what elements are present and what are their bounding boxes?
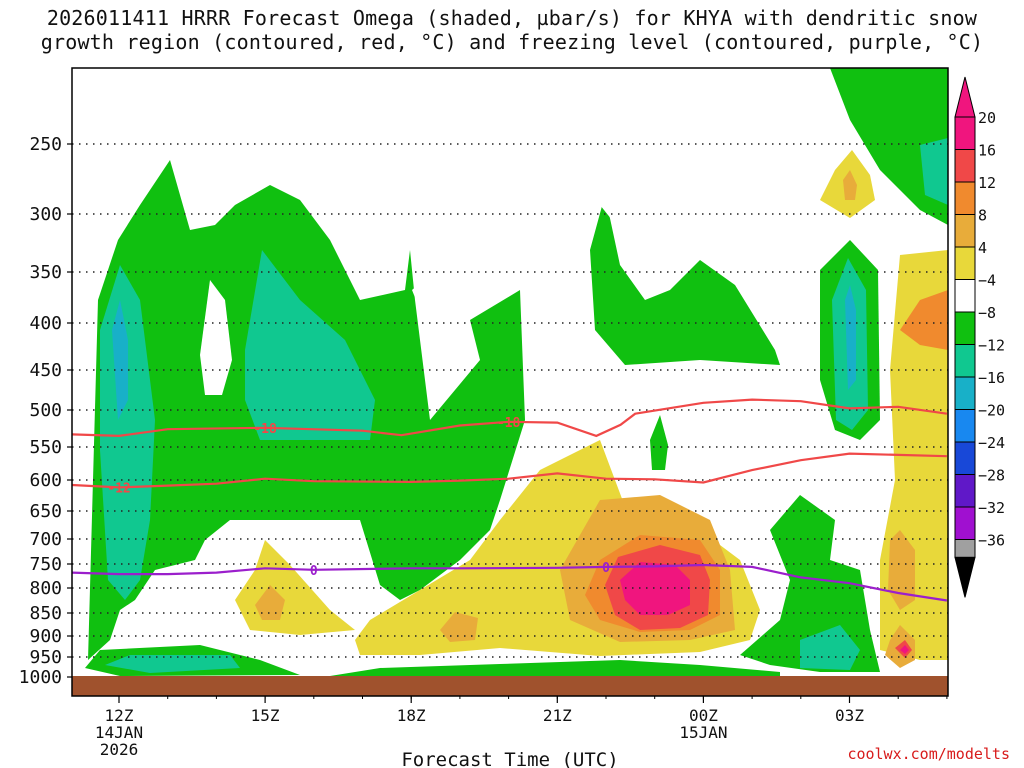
omega-region-left-yellow [235,540,355,635]
y-tick-label-550: 550 [29,437,62,458]
y-axis: 2503003504004505005506006507007508008509… [19,134,72,688]
colorbar-swatch-8 [954,376,976,410]
y-tick-label-650: 650 [29,501,62,522]
colorbar-label-8: −16 [978,369,1005,387]
colorbar-swatch-last [954,539,976,558]
y-tick-label-950: 950 [29,647,62,668]
colorbar-swatch-10 [954,441,976,475]
source-credit: coolwx.com/modelts [847,745,1010,763]
colorbar-swatch-3 [954,214,976,248]
x-tick-label-4-0: 00Z [689,706,718,725]
omega-shading [85,68,948,676]
contour-label-0-0: -18 [253,422,277,437]
y-tick-label-300: 300 [29,204,62,225]
title-line-2: growth region (contoured, red, °C) and f… [40,30,984,54]
colorbar-label-12: −32 [978,499,1005,517]
x-tick-label-0-0: 12Z [105,706,134,725]
y-tick-label-250: 250 [29,134,62,155]
chart-title: 2026011411 HRRR Forecast Omega (shaded, … [0,6,1024,54]
title-line-1: 2026011411 HRRR Forecast Omega (shaded, … [46,6,978,30]
y-tick-label-800: 800 [29,578,62,599]
colorbar-label-3: 8 [978,207,987,225]
colorbar-swatch-2 [954,181,976,215]
x-tick-label-3-0: 21Z [543,706,572,725]
omega-region-amber-small [440,612,478,642]
contour-label-1-0: -12 [107,481,130,496]
y-tick-label-850: 850 [29,603,62,624]
omega-region-hole-mid [412,240,495,330]
colorbar-label-10: −24 [978,434,1005,452]
colorbar-label-6: −8 [978,304,996,322]
temperature-contours: -18 -18 -12 0 0 [71,398,948,602]
omega-region-right-cyan [845,285,856,390]
colorbar-label-7: −12 [978,337,1005,355]
colorbar-label-11: −28 [978,467,1005,485]
contour-line-2 [71,563,948,602]
x-tick-label-0-2: 2026 [100,740,139,759]
ground-bar [72,676,948,696]
omega-region-near-ground-green-2 [330,660,780,676]
y-tick-label-500: 500 [29,400,62,421]
omega-region-topright-teal [920,138,948,205]
colorbar-swatch-7 [954,344,976,378]
omega-region-central-magenta [620,562,690,615]
colorbar-label-2: 12 [978,174,996,192]
contour-label-2-1: 0 [602,561,610,576]
colorbar-swatch-6 [954,311,976,345]
omega-region-right-magenta-dot [900,645,909,654]
y-tick-label-400: 400 [29,313,62,334]
omega-region-left-cyan [112,300,128,420]
colorbar-swatch-5 [954,279,976,313]
colorbar-top-arrow [954,76,976,118]
contour-label-0-1: -18 [497,416,521,431]
colorbar-label-1: 16 [978,142,996,160]
omega-region-right-orange [900,290,948,350]
x-axis-title: Forecast Time (UTC) [401,749,618,768]
contour-label-2-0: 0 [310,564,318,579]
omega-region-hole-upper-mid [570,68,760,230]
colorbar-swatch-1 [954,149,976,183]
x-tick-label-5-0: 03Z [835,706,864,725]
colorbar-swatch-9 [954,409,976,443]
colorbar-swatch-11 [954,474,976,508]
omega-region-mid-teal-core [245,250,375,440]
y-tick-label-350: 350 [29,262,62,283]
omega-region-upper-right-green [830,68,948,225]
x-tick-label-4-1: 15JAN [679,723,727,742]
y-tick-label-750: 750 [29,554,62,575]
colorbar: 20 16 12 8 4 −4 −8 −12 −16 −20 −24 −28 −32 −36 [954,76,1005,598]
omega-region-left-amber [255,585,285,620]
contour-line-1 [71,452,947,489]
y-tick-label-700: 700 [29,529,62,550]
plot-frame [71,67,949,697]
colorbar-label-13: −36 [978,532,1005,550]
colorbar-label-5: −4 [978,272,996,290]
omega-region-right-amber-2 [888,530,915,610]
colorbar-bottom-arrow [954,556,976,598]
y-tick-label-900: 900 [29,626,62,647]
y-tick-label-1000: 1000 [19,667,62,688]
omega-region-upper-green-mid [590,195,780,365]
omega-region-hole-left [200,280,232,395]
omega-region-top-amber [843,170,857,200]
colorbar-label-0: 20 [978,109,996,127]
colorbar-swatch-4 [954,246,976,280]
colorbar-swatch-0 [954,116,976,150]
omega-region-ground-teal [105,655,240,673]
y-tick-label-600: 600 [29,470,62,491]
omega-region-mid-green-blob [650,415,668,470]
omega-region-lower-right-green [740,495,880,672]
colorbar-label-4: 4 [978,239,987,257]
y-tick-label-450: 450 [29,360,62,381]
x-tick-label-2-0: 18Z [397,706,426,725]
colorbar-label-9: −20 [978,402,1005,420]
x-tick-label-1-0: 15Z [251,706,280,725]
x-tick-label-0-1: 14JAN [95,723,143,742]
colorbar-swatch-12 [954,506,976,540]
contour-line-0 [71,398,948,438]
